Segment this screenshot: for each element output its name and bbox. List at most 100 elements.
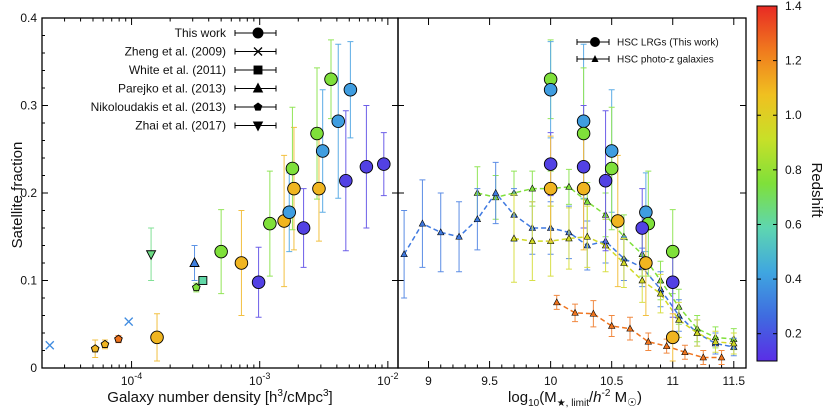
photoz-point bbox=[638, 276, 646, 284]
data-point bbox=[189, 257, 200, 267]
left-panel-data bbox=[45, 39, 391, 362]
colorbar-tick-label: 0.6 bbox=[785, 217, 802, 231]
x-tick-label: 11 bbox=[667, 374, 680, 388]
photoz-point bbox=[656, 289, 665, 297]
left-x-axis-title: Galaxy number density [h3/cMpc3] bbox=[107, 388, 332, 406]
data-point bbox=[282, 205, 296, 219]
left-legend: This work Zheng et al. (2009) White et al.… bbox=[91, 26, 277, 133]
right-x-axis-title: log10(M★, limit/h-2 M☉) bbox=[508, 388, 642, 409]
data-point bbox=[287, 181, 301, 196]
data-point bbox=[198, 276, 208, 285]
data-point bbox=[315, 144, 330, 158]
x-tick-label: 10 bbox=[544, 374, 558, 388]
photoz-point bbox=[565, 234, 573, 242]
legend-marker bbox=[590, 37, 600, 47]
x-tick-label: 10.5 bbox=[600, 374, 624, 388]
photoz-point bbox=[583, 232, 591, 240]
data-point bbox=[310, 126, 324, 141]
colorbar-title: Redshift bbox=[808, 162, 825, 218]
data-point bbox=[285, 161, 300, 176]
photoz-point bbox=[571, 308, 579, 316]
data-point bbox=[598, 173, 613, 188]
photoz-point bbox=[644, 337, 653, 345]
colorbar-tick-label: 1.4 bbox=[785, 0, 802, 13]
photoz-point bbox=[528, 236, 537, 244]
photoz-point bbox=[589, 309, 598, 317]
y-tick-label: 0.3 bbox=[20, 99, 37, 113]
photoz-point bbox=[662, 341, 671, 349]
data-point bbox=[665, 330, 680, 345]
data-point bbox=[296, 221, 311, 235]
data-point bbox=[150, 330, 164, 345]
data-point bbox=[343, 82, 358, 97]
data-point bbox=[576, 181, 591, 196]
data-point bbox=[252, 82, 264, 93]
legend-marker bbox=[591, 55, 599, 62]
photoz-point bbox=[681, 348, 689, 356]
photoz-point bbox=[473, 215, 482, 223]
data-point bbox=[543, 82, 558, 97]
data-point bbox=[543, 181, 558, 196]
right-legend: HSC LRGs (This work) HSC photo-z galaxies bbox=[576, 37, 719, 66]
data-point bbox=[639, 256, 653, 270]
data-point bbox=[639, 205, 653, 219]
colorbar-tick-label: 0.8 bbox=[785, 163, 802, 177]
x-tick-label: 9.5 bbox=[481, 374, 498, 388]
photoz-point bbox=[675, 315, 683, 323]
x-marker-stroke bbox=[45, 340, 55, 350]
photoz-point bbox=[455, 232, 463, 240]
data-point bbox=[114, 334, 123, 343]
data-point bbox=[90, 344, 100, 353]
legend-label: White et al. (2011) bbox=[129, 63, 226, 77]
data-point bbox=[252, 27, 264, 39]
x-marker-stroke bbox=[253, 47, 263, 56]
data-point bbox=[312, 181, 326, 196]
legend-label: HSC LRGs (This work) bbox=[617, 38, 719, 49]
right-panel-data bbox=[400, 39, 738, 365]
data-point bbox=[191, 282, 201, 292]
x-tick-label: 10-3 bbox=[249, 371, 270, 388]
data-point bbox=[124, 317, 134, 327]
colorbar-ticks: 0.2 0.4 0.6 0.8 1.0 1.2 1.4 bbox=[757, 0, 802, 341]
photoz-point bbox=[711, 337, 720, 345]
photoz-point bbox=[528, 184, 537, 192]
y-tick-label: 0.1 bbox=[20, 274, 37, 288]
photoz-point bbox=[730, 339, 738, 347]
data-point bbox=[145, 250, 157, 261]
x-tick-label: 10-4 bbox=[121, 371, 142, 388]
data-point bbox=[604, 144, 619, 158]
data-point bbox=[331, 114, 345, 128]
legend-label: Parejko et al. (2013) bbox=[118, 82, 226, 96]
data-point bbox=[576, 114, 591, 128]
y-tick-label: 0.4 bbox=[20, 11, 37, 25]
photoz-series-line bbox=[556, 301, 722, 359]
photoz-point bbox=[437, 228, 445, 236]
colorbar bbox=[756, 5, 778, 362]
photoz-point bbox=[717, 353, 726, 361]
y-axis-title: Satellite fraction bbox=[9, 142, 26, 249]
data-point bbox=[100, 339, 110, 349]
x-tick-label: 10-2 bbox=[377, 371, 398, 388]
data-point bbox=[635, 221, 649, 235]
data-point bbox=[665, 275, 680, 290]
data-point bbox=[377, 157, 391, 171]
data-point bbox=[253, 102, 263, 111]
data-point bbox=[604, 161, 619, 176]
photoz-point bbox=[607, 321, 616, 329]
data-point bbox=[576, 159, 591, 174]
data-point bbox=[253, 47, 263, 56]
y-tick-label: 0.2 bbox=[20, 186, 37, 200]
legend-label: This work bbox=[175, 26, 227, 40]
x-marker-stroke bbox=[124, 317, 134, 327]
data-point bbox=[324, 72, 338, 86]
data-point bbox=[253, 65, 263, 75]
legend-label: Nikoloudakis et al. (2013) bbox=[91, 100, 226, 114]
data-point bbox=[234, 256, 249, 270]
data-point bbox=[251, 275, 266, 290]
photoz-point bbox=[626, 324, 634, 332]
photoz-point bbox=[565, 182, 573, 190]
right-panel-ticks: 9 9.5 10 10.5 11 11.5 bbox=[398, 17, 746, 388]
colorbar-tick-label: 0.2 bbox=[785, 327, 802, 341]
colorbar-tick-label: 1.0 bbox=[785, 108, 802, 122]
data-point bbox=[45, 340, 55, 350]
